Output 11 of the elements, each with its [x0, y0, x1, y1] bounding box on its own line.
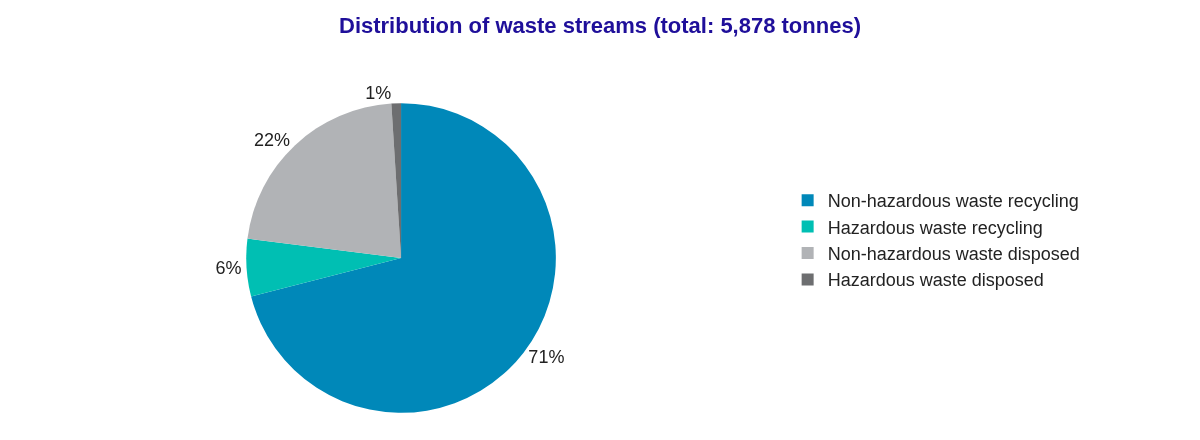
data-label: 6% [215, 257, 242, 278]
data-label: 71% [528, 346, 565, 367]
data-label: 22% [254, 129, 291, 150]
pie-slice [247, 103, 402, 258]
legend-label: Non-hazardous waste recycling [827, 191, 1079, 212]
data-label: 1% [365, 83, 392, 104]
legend-label: Non-hazardous waste disposed [827, 244, 1080, 265]
legend-label: Hazardous waste recycling [827, 217, 1043, 238]
pie-slice [246, 238, 402, 297]
legend-label: Hazardous waste disposed [827, 270, 1044, 291]
chart-title: Distribution of waste streams (total: 5,878 tonnes) [339, 13, 861, 38]
